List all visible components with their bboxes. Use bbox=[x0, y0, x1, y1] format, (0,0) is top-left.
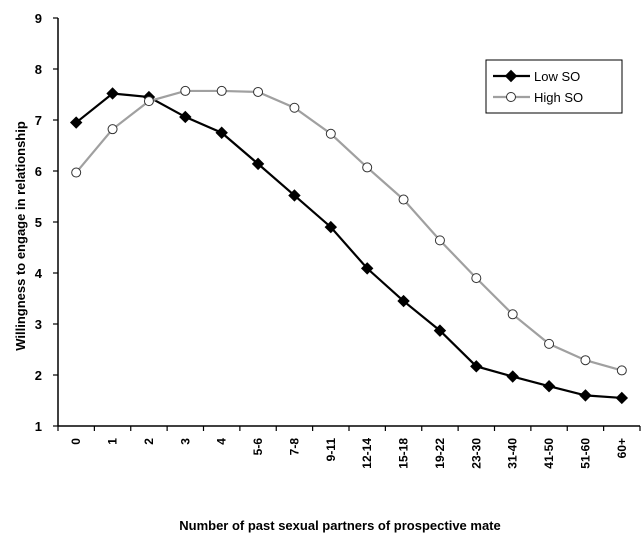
y-ticks: 1 2 3 4 5 6 7 8 9 bbox=[35, 11, 58, 434]
x-tick-label: 1 bbox=[106, 438, 120, 445]
data-point bbox=[507, 309, 518, 320]
x-tick-label: 3 bbox=[178, 438, 192, 445]
y-tick-label: 8 bbox=[35, 62, 42, 77]
data-point bbox=[544, 338, 555, 349]
series-low-so bbox=[69, 87, 629, 405]
data-point bbox=[215, 126, 228, 139]
y-axis-label: Willingness to engage in relationship bbox=[13, 121, 28, 351]
data-point bbox=[216, 85, 227, 96]
data-point bbox=[107, 124, 118, 135]
data-point bbox=[143, 96, 154, 107]
data-point bbox=[106, 87, 119, 100]
x-tick-label: 12-14 bbox=[360, 438, 374, 469]
y-tick-label: 9 bbox=[35, 11, 42, 26]
legend-label: High SO bbox=[534, 90, 583, 105]
y-tick-label: 2 bbox=[35, 368, 42, 383]
legend-item: Low SO bbox=[493, 69, 580, 84]
y-tick-label: 3 bbox=[35, 317, 42, 332]
legend-marker bbox=[506, 92, 516, 102]
data-point bbox=[542, 380, 556, 393]
series-layer bbox=[69, 85, 629, 405]
x-tick-label: 31-40 bbox=[506, 438, 520, 469]
data-point bbox=[433, 324, 447, 337]
series-high-so bbox=[71, 85, 627, 376]
data-point bbox=[289, 102, 300, 113]
legend: Low SO High SO bbox=[485, 59, 623, 114]
data-point bbox=[397, 294, 410, 308]
data-point bbox=[616, 365, 627, 376]
data-point bbox=[324, 220, 338, 234]
data-point bbox=[579, 389, 592, 402]
x-tick-label: 60+ bbox=[615, 438, 629, 458]
series-line bbox=[75, 89, 623, 372]
legend-label: Low SO bbox=[534, 69, 580, 84]
legend-item: High SO bbox=[493, 90, 583, 105]
x-tick-label: 4 bbox=[215, 438, 229, 445]
data-point bbox=[179, 110, 192, 124]
data-point bbox=[69, 116, 83, 129]
data-point bbox=[470, 360, 483, 373]
x-tick-label: 41-50 bbox=[542, 438, 556, 469]
y-tick-label: 1 bbox=[35, 419, 42, 434]
x-tick-label: 15-18 bbox=[397, 438, 411, 469]
data-point bbox=[615, 391, 629, 405]
legend-marker bbox=[504, 69, 518, 83]
data-point bbox=[580, 355, 591, 366]
data-point bbox=[362, 162, 373, 173]
x-tick-label: 0 bbox=[69, 438, 83, 445]
data-point bbox=[434, 235, 445, 246]
y-tick-label: 5 bbox=[35, 215, 42, 230]
y-tick-label: 4 bbox=[35, 266, 43, 281]
data-point bbox=[251, 157, 265, 171]
x-axis-label: Number of past sexual partners of prospe… bbox=[179, 518, 500, 533]
data-point bbox=[325, 128, 336, 139]
y-tick-label: 7 bbox=[35, 113, 42, 128]
data-point bbox=[288, 189, 301, 202]
x-ticks: 0 1 2 3 4 5-6 7-8 9-11 12-14 15-18 19-22 23-30 31-40… bbox=[57, 426, 641, 469]
legend-box bbox=[485, 59, 623, 114]
data-point bbox=[398, 194, 409, 205]
data-point bbox=[180, 85, 191, 96]
x-tick-label: 7-8 bbox=[287, 438, 301, 456]
data-point bbox=[253, 86, 264, 97]
x-tick-label: 23-30 bbox=[469, 438, 483, 469]
data-point bbox=[506, 370, 519, 383]
data-point bbox=[471, 273, 482, 284]
data-point bbox=[71, 167, 82, 178]
x-tick-label: 9-11 bbox=[324, 438, 338, 462]
x-tick-label: 5-6 bbox=[251, 438, 265, 456]
series-line bbox=[75, 92, 622, 400]
data-point bbox=[360, 262, 374, 275]
x-tick-label: 2 bbox=[142, 438, 156, 445]
x-tick-label: 51-60 bbox=[578, 438, 592, 469]
y-tick-label: 6 bbox=[35, 164, 42, 179]
x-tick-label: 19-22 bbox=[433, 438, 447, 469]
